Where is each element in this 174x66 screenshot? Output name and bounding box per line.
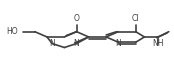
Text: HO: HO <box>6 27 17 36</box>
Text: N: N <box>74 39 80 48</box>
Text: Cl: Cl <box>132 14 140 23</box>
Text: N: N <box>115 39 121 48</box>
Text: NH: NH <box>153 39 164 48</box>
Text: N: N <box>49 39 55 48</box>
Text: O: O <box>74 14 80 23</box>
